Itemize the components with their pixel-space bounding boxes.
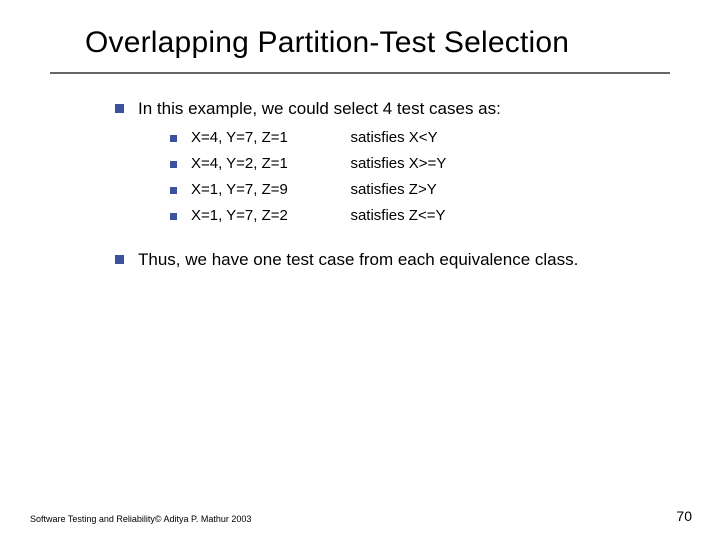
bullet-conclusion: Thus, we have one test case from each eq… [115,249,680,272]
test-case-content: X=1, Y=7, Z=9 satisfies Z>Y [191,181,437,199]
slide-title: Overlapping Partition-Test Selection [85,26,690,60]
test-case-row: X=1, Y=7, Z=2 satisfies Z<=Y [170,207,680,225]
square-bullet-icon [115,104,124,113]
conclusion-text: Thus, we have one test case from each eq… [138,249,578,272]
test-case-satisfies: satisfies Z<=Y [350,207,445,224]
test-case-row: X=1, Y=7, Z=9 satisfies Z>Y [170,181,680,199]
test-case-content: X=4, Y=2, Z=1 satisfies X>=Y [191,155,446,173]
square-bullet-icon [170,187,177,194]
test-case-assignment: X=4, Y=2, Z=1 [191,155,346,172]
title-container: Overlapping Partition-Test Selection [85,26,690,60]
bullet-intro: In this example, we could select 4 test … [115,98,680,121]
test-case-row: X=4, Y=7, Z=1 satisfies X<Y [170,129,680,147]
intro-text: In this example, we could select 4 test … [138,98,501,121]
test-case-assignment: X=1, Y=7, Z=2 [191,207,346,224]
square-bullet-icon [170,161,177,168]
slide: Overlapping Partition-Test Selection In … [0,0,720,540]
test-case-row: X=4, Y=2, Z=1 satisfies X>=Y [170,155,680,173]
square-bullet-icon [170,135,177,142]
test-case-content: X=4, Y=7, Z=1 satisfies X<Y [191,129,438,147]
test-case-satisfies: satisfies Z>Y [350,181,436,198]
page-number: 70 [676,508,692,524]
test-case-assignment: X=4, Y=7, Z=1 [191,129,346,146]
footer-text: Software Testing and Reliability© Aditya… [30,514,251,524]
test-case-content: X=1, Y=7, Z=2 satisfies Z<=Y [191,207,446,225]
test-case-satisfies: satisfies X<Y [350,129,437,146]
square-bullet-icon [170,213,177,220]
square-bullet-icon [115,255,124,264]
test-cases-list: X=4, Y=7, Z=1 satisfies X<Y X=4, Y=2, Z=… [170,129,680,225]
slide-body: In this example, we could select 4 test … [115,98,680,278]
title-divider [50,72,670,74]
test-case-assignment: X=1, Y=7, Z=9 [191,181,346,198]
test-case-satisfies: satisfies X>=Y [350,155,446,172]
